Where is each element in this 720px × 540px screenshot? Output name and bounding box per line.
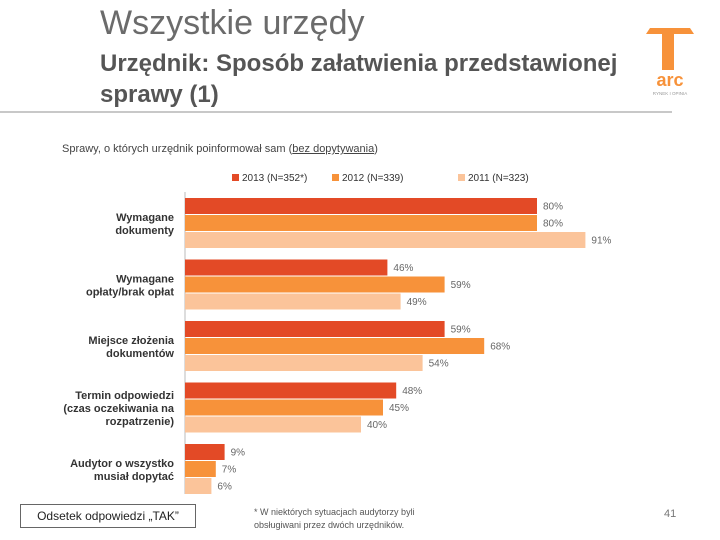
data-label: 54% (429, 359, 449, 370)
logo-tagline: RYNEK I OPINIA (653, 91, 687, 96)
data-label: 7% (222, 465, 237, 476)
bar (185, 232, 586, 248)
bar (185, 215, 537, 231)
footnote: * W niektórych sytuacjach audytorzy byli… (254, 507, 415, 530)
bar (185, 293, 401, 310)
logo-wordmark: arc (656, 70, 683, 90)
data-label: 80% (543, 219, 563, 230)
data-label: 48% (402, 386, 422, 397)
legend-label: 2011 (N=323) (468, 173, 529, 184)
bar (185, 276, 445, 293)
data-label: 49% (407, 297, 427, 308)
chart-caption-prefix: Sprawy, o których urzędnik poinformował … (62, 143, 293, 155)
data-label: 9% (231, 448, 246, 459)
bar (185, 259, 388, 276)
legend-swatch (458, 174, 465, 181)
bar (185, 338, 485, 354)
chart-caption-suffix: ) (374, 143, 378, 155)
legend-swatch (232, 174, 239, 181)
legend-label: 2013 (N=352*) (242, 173, 307, 184)
header-divider (0, 111, 672, 113)
category-label: Wymagane dokumenty (115, 212, 175, 237)
data-label: 68% (490, 342, 510, 353)
note-box: Odsetek odpowiedzi „TAK” (20, 504, 196, 528)
bar (185, 478, 212, 494)
data-label: 80% (543, 202, 563, 213)
slide-title: Wszystkie urzędy (100, 4, 365, 42)
arc-logo: arc RYNEK I OPINIA (646, 28, 694, 96)
data-label: 59% (451, 280, 471, 291)
bar (185, 321, 445, 337)
bar-chart: 2013 (N=352*) 2012 (N=339) 2011 (N=323) Wym… (63, 173, 612, 494)
data-label: 6% (217, 482, 232, 493)
bar (185, 444, 225, 460)
legend-swatch (332, 174, 339, 181)
page-number: 41 (664, 508, 677, 520)
legend-label: 2012 (N=339) (342, 173, 403, 184)
data-label: 40% (367, 420, 387, 431)
data-label: 45% (389, 403, 409, 414)
bar (185, 416, 361, 433)
data-label: 46% (393, 263, 413, 274)
bar (185, 198, 537, 214)
category-label: Termin odpowiedzi (czas oczekiwania na roz… (63, 390, 175, 428)
chart-caption-underlined: bez dopytywania (292, 143, 375, 155)
bar (185, 461, 216, 477)
logo-emblem (646, 28, 694, 70)
bar (185, 399, 383, 416)
data-label: 91% (591, 236, 611, 247)
slide-subtitle: Urzędnik: Sposób załatwienia przedstawio… (100, 50, 618, 108)
bar (185, 382, 397, 399)
data-label: 59% (451, 325, 471, 336)
category-label: Wymagane opłaty/brak opłat (86, 274, 174, 299)
chart-caption: Sprawy, o których urzędnik poinformował … (62, 143, 378, 155)
category-label: Audytor o wszystko musiał dopytać (70, 458, 174, 483)
category-label: Miejsce złożenia dokumentów (88, 335, 174, 360)
bar (185, 355, 423, 371)
